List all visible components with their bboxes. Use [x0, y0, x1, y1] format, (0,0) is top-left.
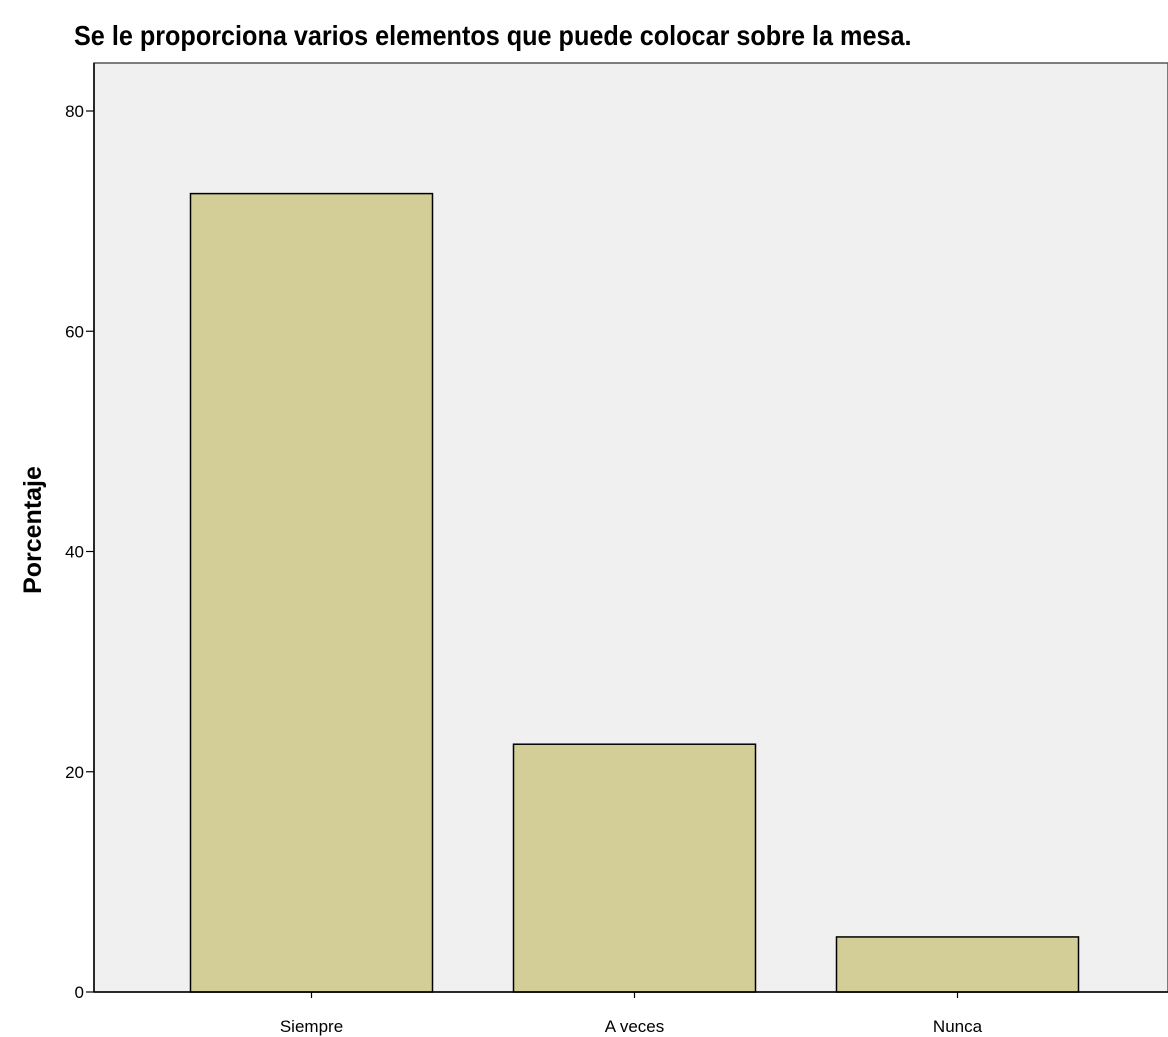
x-tick-label: A veces [605, 1017, 665, 1036]
y-tick-label: 0 [75, 983, 84, 1002]
x-tick-label: Nunca [933, 1017, 983, 1036]
y-tick-label: 80 [65, 102, 84, 121]
y-axis-label: Porcentaje [19, 466, 47, 594]
bar-nunca [835, 936, 1080, 993]
x-tick-label: Siempre [280, 1017, 343, 1036]
bar-a-veces [512, 743, 757, 993]
bar-siempre [189, 192, 434, 993]
y-tick-label: 20 [65, 763, 84, 782]
chart-title: Se le proporciona varios elementos que p… [74, 20, 912, 51]
axes-group: Siempre A veces Nunca 0 20 40 60 80 [65, 63, 1168, 1036]
y-tick-label: 40 [65, 543, 84, 562]
y-tick-label: 60 [65, 322, 84, 341]
